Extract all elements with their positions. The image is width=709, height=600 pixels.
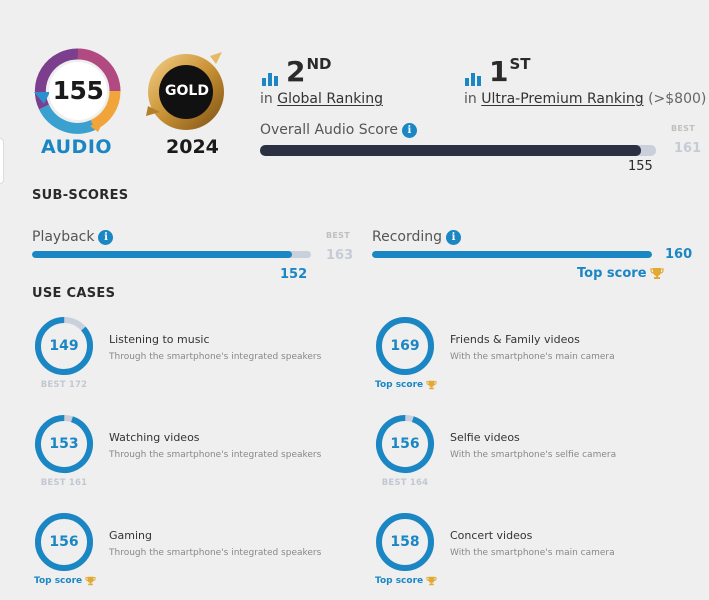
use-case-best: BEST 161 — [40, 478, 88, 488]
segment-ranking-position: 1ST — [465, 55, 531, 88]
playback-bar-fill — [32, 251, 293, 258]
use-case-subtitle: With the smartphone's main camera — [450, 352, 615, 362]
use-case-title: Concert videos — [450, 529, 533, 542]
playback-bar — [32, 251, 311, 258]
use-case-subtitle: With the smartphone's main camera — [450, 548, 615, 558]
ranking-bars-icon — [262, 72, 278, 86]
recording-label: Recording i — [372, 229, 462, 245]
use-case-subtitle: Through the smartphone's integrated spea… — [109, 450, 322, 460]
trophy-icon — [426, 576, 437, 586]
use-case-item[interactable]: 156 Top score Gaming Through the smartph… — [34, 512, 334, 592]
use-case-score-ring — [35, 317, 93, 375]
use-case-title: Friends & Family videos — [450, 333, 580, 346]
use-case-score: 153 — [34, 414, 94, 474]
ranking-bars-icon — [465, 72, 481, 86]
global-ranking-position: 2ND — [262, 55, 332, 88]
info-icon[interactable]: i — [446, 229, 462, 245]
use-case-score-value: 169 — [390, 338, 420, 354]
use-case-top-score: Top score — [375, 380, 437, 390]
info-icon[interactable]: i — [98, 229, 114, 245]
use-case-score-ring — [376, 317, 434, 375]
sub-scores-title: SUB-SCORES — [32, 188, 129, 203]
use-case-subtitle: Through the smartphone's integrated spea… — [109, 548, 322, 558]
use-case-score-ring — [376, 513, 434, 571]
award-year: 2024 — [166, 136, 219, 158]
use-case-score-value: 158 — [390, 534, 420, 550]
use-case-item[interactable]: 158 Top score Concert videos With the sm… — [375, 512, 675, 592]
use-case-title: Watching videos — [109, 431, 200, 444]
global-ranking-link[interactable]: Global Ranking — [277, 91, 383, 107]
use-case-best: BEST 164 — [381, 478, 429, 488]
overall-score-label: Overall Audio Score i — [260, 122, 417, 138]
audio-score-value: 155 — [52, 76, 104, 105]
trophy-icon — [426, 380, 437, 390]
use-case-title: Gaming — [109, 529, 152, 542]
use-case-item[interactable]: 153 BEST 161 Watching videos Through the… — [34, 414, 334, 494]
ultra-premium-ranking-link[interactable]: Ultra-Premium Ranking — [481, 91, 644, 107]
audio-badge-graphic — [34, 48, 121, 134]
use-case-score: 156 — [375, 414, 435, 474]
playback-label: Playback i — [32, 229, 114, 245]
gold-medal-icon — [146, 52, 224, 130]
use-case-score-value: 153 — [49, 436, 79, 452]
use-case-score-value: 156 — [49, 534, 79, 550]
use-case-score-value: 149 — [49, 338, 79, 354]
use-case-top-score: Top score — [375, 576, 437, 586]
trophy-icon — [649, 268, 664, 279]
recording-top-score: Top score — [577, 266, 664, 281]
use-case-top-score: Top score — [34, 576, 96, 586]
audio-score-badge: 155 — [32, 48, 124, 134]
recording-bar-fill — [372, 251, 652, 258]
segment-rank-suffix: ST — [509, 55, 531, 73]
use-case-subtitle: Through the smartphone's integrated spea… — [109, 352, 322, 362]
overall-best-label: BEST — [671, 124, 695, 133]
use-case-score: 169 — [375, 316, 435, 376]
trophy-icon — [85, 576, 96, 586]
overall-score-bar-fill — [260, 145, 642, 156]
use-case-title: Listening to music — [109, 333, 210, 346]
use-case-item[interactable]: 149 BEST 172 Listening to music Through … — [34, 316, 334, 396]
side-panel-tab[interactable] — [0, 138, 4, 184]
recording-bar — [372, 251, 652, 258]
use-case-best: BEST 172 — [40, 380, 88, 390]
playback-best-label: BEST — [326, 231, 350, 240]
use-case-score: 158 — [375, 512, 435, 572]
info-icon[interactable]: i — [401, 122, 417, 138]
segment-rank-number: 1 — [489, 55, 509, 88]
global-rank-number: 2 — [286, 55, 306, 88]
use-case-score: 149 — [34, 316, 94, 376]
use-case-subtitle: With the smartphone's selfie camera — [450, 450, 617, 460]
overall-score-bar — [260, 145, 656, 156]
use-case-item[interactable]: 156 BEST 164 Selfie videos With the smar… — [375, 414, 675, 494]
use-case-score-ring — [376, 415, 434, 473]
recording-score: 160 — [665, 247, 693, 262]
global-rank-suffix: ND — [306, 55, 332, 73]
overall-best-value: 161 — [674, 141, 702, 156]
audio-label: AUDIO — [41, 136, 113, 158]
gold-label-badge: GOLD — [144, 50, 230, 136]
segment-ranking-text: in Ultra-Premium Ranking (>$800) — [464, 91, 707, 107]
use-case-score-value: 156 — [390, 436, 420, 452]
price-segment: (>$800) — [648, 91, 707, 107]
playback-best-value: 163 — [326, 248, 354, 263]
use-cases-title: USE CASES — [32, 286, 116, 301]
overall-score-value: 155 — [628, 159, 653, 174]
use-case-item[interactable]: 169 Top score Friends & Family videos Wi… — [375, 316, 675, 396]
use-case-score-ring — [35, 513, 93, 571]
use-case-score-ring — [35, 415, 93, 473]
use-case-score: 156 — [34, 512, 94, 572]
use-case-title: Selfie videos — [450, 431, 520, 444]
gold-text: GOLD — [165, 83, 209, 99]
global-ranking-text: in Global Ranking — [260, 91, 383, 107]
playback-score: 152 — [280, 267, 308, 282]
